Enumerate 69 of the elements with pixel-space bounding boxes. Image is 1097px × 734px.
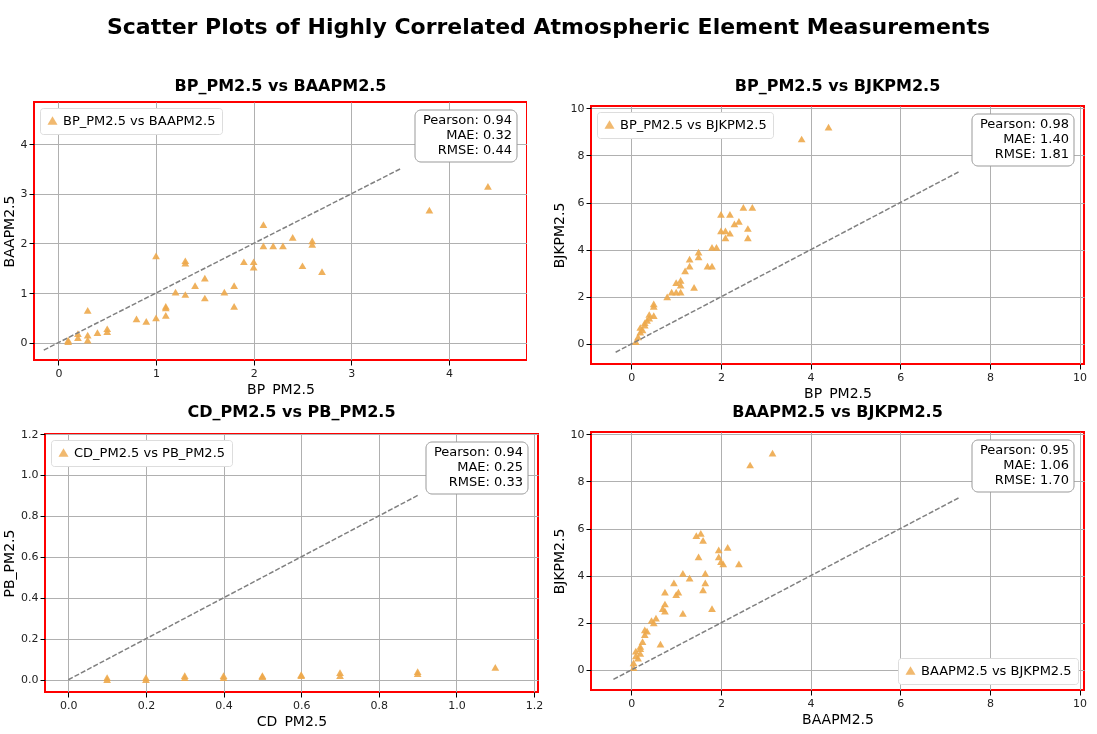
legend-label: CD_PM2.5 vs PB_PM2.5 [74, 444, 226, 460]
text: Scatter Plots of Highly Correlated Atmospheric Element Measurements [105, 14, 992, 39]
x-axis-title: BP_PM2.5 [804, 384, 872, 401]
x-tick-label: 0 [628, 370, 636, 384]
y-tick-label: 2 [577, 290, 585, 304]
annotation: Pearson: 0.94 MAE: 0.32 RMSE: 0.44 [422, 112, 512, 157]
x-tick-label: 0.6 [292, 698, 311, 712]
x-tick-label: 4 [807, 696, 815, 710]
x-tick-label: 4 [445, 366, 453, 380]
x-tick-label: 0 [628, 696, 636, 710]
y-tick-label: 0.2 [21, 632, 39, 646]
y-tick-label: 0.6 [21, 550, 39, 564]
annotation: Pearson: 0.95 MAE: 1.06 RMSE: 1.70 [979, 442, 1069, 487]
x-tick-label: 0 [55, 366, 63, 380]
y-tick-label: 2 [20, 236, 28, 250]
x-tick-label: 10 [1073, 370, 1088, 384]
x-tick-label: 0.0 [60, 698, 78, 712]
x-tick-label: 0.8 [370, 698, 389, 712]
y-axis-title: PB_PM2.5 [1, 529, 18, 598]
x-tick-label: 6 [897, 696, 905, 710]
x-tick-label: 6 [897, 370, 905, 384]
x-axis-title: CD_PM2.5 [256, 712, 328, 729]
x-tick-label: 8 [986, 370, 994, 384]
y-tick-label: 0.0 [21, 673, 39, 687]
y-tick-label: 3 [20, 187, 28, 201]
chart-title: BP_PM2.5 vs BAAPM2.5 [174, 76, 387, 95]
y-tick-label: 8 [577, 474, 585, 488]
y-tick-label: 1 [20, 286, 28, 300]
chart-title: BAAPM2.5 vs BJKPM2.5 [732, 402, 943, 422]
y-tick-label: 4 [577, 569, 585, 583]
y-axis-title: BJKPM2.5 [550, 528, 567, 595]
legend-label: BP_PM2.5 vs BAAPM2.5 [63, 112, 216, 128]
annotation: Pearson: 0.94 MAE: 0.25 RMSE: 0.33 [433, 444, 523, 489]
y-tick-label: 10 [570, 101, 585, 115]
y-tick-label: 0 [577, 337, 585, 351]
x-tick-label: 4 [807, 370, 815, 384]
chart-title: CD_PM2.5 vs PB_PM2.5 [187, 402, 396, 421]
y-tick-label: 10 [570, 427, 585, 441]
y-tick-label: 2 [577, 616, 585, 630]
y-tick-label: 0 [20, 336, 28, 350]
x-tick-label: 1.2 [525, 698, 544, 712]
x-tick-label: 8 [986, 696, 994, 710]
x-tick-label: 2 [717, 696, 725, 710]
y-axis-title: BJKPM2.5 [550, 202, 567, 269]
x-tick-label: 10 [1073, 696, 1088, 710]
x-tick-label: 1.0 [448, 698, 466, 712]
y-axis-title: BAAPM2.5 [0, 195, 17, 268]
x-tick-label: 2 [250, 366, 258, 380]
x-tick-label: 1 [153, 366, 161, 380]
legend-label: BP_PM2.5 vs BJKPM2.5 [620, 116, 767, 132]
y-tick-label: 6 [577, 522, 585, 536]
y-tick-label: 4 [577, 243, 585, 257]
y-tick-label: 1.2 [21, 427, 39, 441]
legend-label: BAAPM2.5 vs BJKPM2.5 [921, 662, 1072, 678]
chart-title: BP_PM2.5 vs BJKPM2.5 [734, 76, 941, 96]
y-tick-label: 8 [577, 148, 585, 162]
y-tick-label: 6 [577, 196, 585, 210]
x-axis-title: BAAPM2.5 [802, 710, 874, 727]
x-axis-title: BP_PM2.5 [247, 380, 315, 397]
x-tick-label: 2 [717, 370, 725, 384]
x-tick-label: 0.2 [137, 698, 156, 712]
annotation: Pearson: 0.98 MAE: 1.40 RMSE: 1.81 [979, 116, 1069, 161]
y-tick-label: 1.0 [21, 468, 39, 482]
x-tick-label: 3 [348, 366, 356, 380]
y-tick-label: 4 [20, 137, 28, 151]
y-tick-label: 0.8 [21, 509, 39, 523]
x-tick-label: 0.4 [215, 698, 233, 712]
y-tick-label: 0 [577, 663, 585, 677]
y-tick-label: 0.4 [21, 591, 39, 605]
